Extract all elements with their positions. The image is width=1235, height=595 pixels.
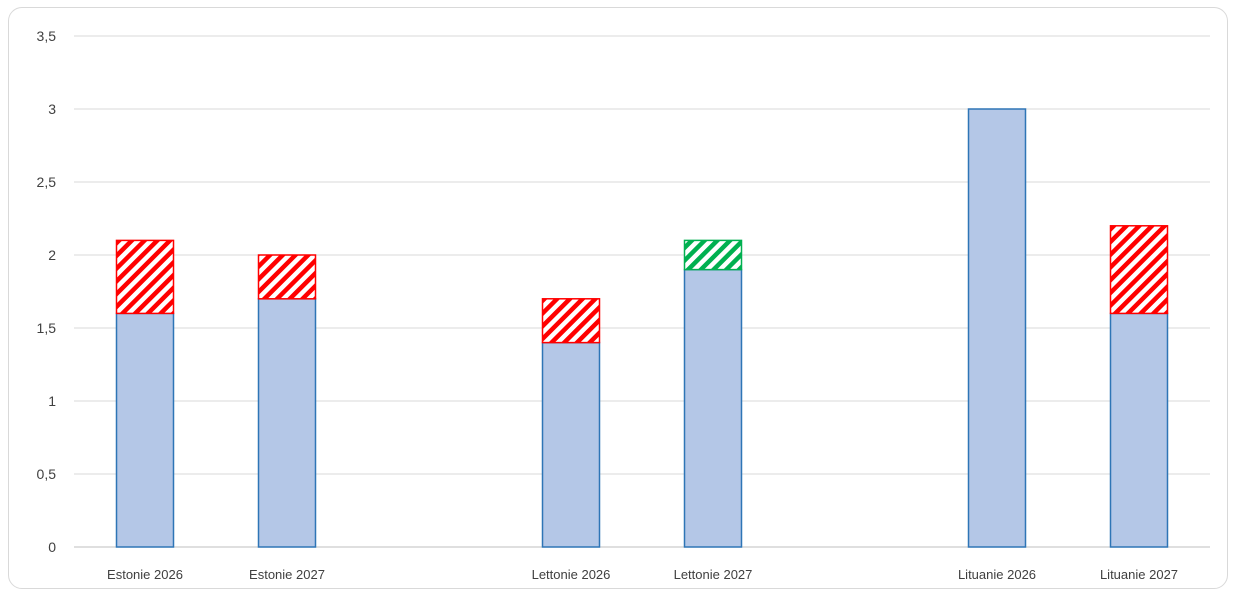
bar-segment-lettonie-2026-s0 (541, 341, 601, 548)
bar-segment-lettonie-2027-s2 (683, 239, 743, 271)
y-tick-label: 1,5 (37, 320, 57, 336)
x-tick-label: Lituanie 2026 (958, 567, 1036, 582)
bar-segment-estonie-2026-s0 (115, 312, 175, 548)
x-tick-label: Estonie 2027 (249, 567, 325, 582)
y-axis: 0 0,5 1 1,5 2 2,5 3 3,5 (37, 28, 57, 555)
y-tick-label: 2,5 (37, 174, 57, 190)
x-tick-label: Lettonie 2026 (532, 567, 611, 582)
x-tick-label: Lettonie 2027 (674, 567, 753, 582)
y-tick-label: 3 (48, 101, 56, 117)
y-tick-label: 1 (48, 393, 56, 409)
bars (115, 108, 1169, 548)
bar-segment-lettonie-2026-s1 (541, 298, 601, 344)
x-axis: Estonie 2026 Estonie 2027 Lettonie 2026 Let… (107, 567, 1178, 582)
bar-segment-estonie-2027-s1 (257, 254, 317, 300)
gridlines (74, 35, 1210, 548)
bar-segment-estonie-2027-s0 (257, 298, 317, 548)
bar-segment-lituanie-2027-s1 (1109, 225, 1169, 315)
bar-segment-estonie-2026-s1 (115, 239, 175, 315)
x-tick-label: Lituanie 2027 (1100, 567, 1178, 582)
bar-segment-lituanie-2026-s0 (967, 108, 1027, 548)
y-tick-label: 0,5 (37, 466, 57, 482)
y-tick-label: 0 (48, 539, 56, 555)
bar-segment-lettonie-2027-s0 (683, 268, 743, 548)
y-tick-label: 2 (48, 247, 56, 263)
x-tick-label: Estonie 2026 (107, 567, 183, 582)
bar-segment-lituanie-2027-s0 (1109, 312, 1169, 548)
y-tick-label: 3,5 (37, 28, 57, 44)
